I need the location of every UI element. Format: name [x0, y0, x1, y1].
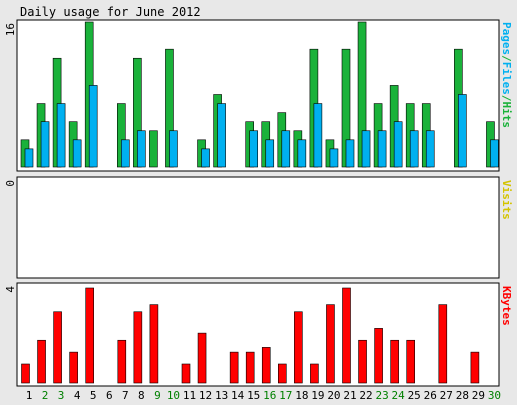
files-bar [345, 139, 355, 168]
files-bar [88, 85, 98, 168]
kbytes-bar [310, 363, 319, 384]
day-label: 3 [58, 389, 65, 402]
visits-ymax-label: 0 [4, 180, 17, 187]
axis-label-files: Files [500, 62, 513, 95]
kbytes-bar [470, 351, 480, 384]
files-bar [490, 139, 499, 168]
kbytes-bar [342, 287, 351, 384]
files-bar [217, 103, 226, 168]
files-bar [72, 139, 82, 168]
day-label: 11 [183, 389, 196, 402]
day-label: 25 [408, 389, 421, 402]
files-bar [329, 148, 339, 168]
files-bar [377, 130, 387, 168]
day-label: 23 [375, 389, 388, 402]
kbytes-bar [438, 304, 448, 384]
files-bar [425, 130, 435, 168]
day-label: 18 [295, 389, 308, 402]
kbytes-panel [16, 282, 500, 387]
kbytes-bar [53, 311, 62, 384]
files-bar [281, 130, 291, 168]
chart-title: Daily usage for June 2012 [20, 5, 201, 19]
day-label: 9 [154, 389, 161, 402]
day-label: 16 [263, 389, 276, 402]
files-bar [361, 130, 371, 168]
hits-bars [20, 21, 499, 168]
files-bar [137, 130, 146, 168]
kbytes-bar [277, 363, 287, 384]
day-label: 1 [26, 389, 33, 402]
day-label: 22 [359, 389, 372, 402]
files-bar [40, 121, 50, 168]
kbytes-bar [69, 351, 78, 384]
day-label: 10 [167, 389, 180, 402]
kbytes-bar [294, 311, 303, 384]
kbytes-bar [245, 351, 255, 384]
files-bar [169, 130, 178, 168]
day-label: 30 [488, 389, 501, 402]
kbytes-bars [21, 287, 480, 384]
kbytes-bar [374, 328, 383, 384]
day-label: 2 [42, 389, 49, 402]
axis-label-sep-1: / [500, 55, 513, 62]
day-label: 28 [456, 389, 469, 402]
day-label: 27 [440, 389, 453, 402]
files-bar [297, 139, 307, 168]
kbytes-bar [229, 351, 239, 384]
day-label: 12 [199, 389, 212, 402]
kbytes-bar [85, 287, 94, 384]
axis-label-hits: Hits [500, 102, 513, 129]
files-bar [458, 94, 467, 168]
files-bar [24, 148, 34, 168]
visits-panel [16, 176, 500, 279]
files-bar [265, 139, 275, 168]
day-label: 29 [472, 389, 485, 402]
kbytes-ymax-label: 4 [4, 286, 17, 293]
files-bar [121, 139, 130, 168]
day-label: 7 [122, 389, 129, 402]
axis-label-pages: Pages [500, 22, 513, 55]
kbytes-bar [390, 339, 399, 384]
day-label: 15 [247, 389, 260, 402]
kbytes-bar [117, 339, 127, 384]
kbytes-bar [181, 363, 191, 384]
visits-axis-label: Visits [500, 180, 513, 220]
kbytes-bar [149, 304, 159, 384]
day-label: 19 [311, 389, 324, 402]
day-label: 6 [106, 389, 113, 402]
day-label: 8 [138, 389, 145, 402]
kbytes-bar [326, 304, 335, 384]
day-label: 14 [231, 389, 245, 402]
files-bar [56, 103, 66, 168]
day-label: 21 [343, 389, 356, 402]
files-bar [201, 148, 210, 168]
kbytes-bar [358, 339, 367, 384]
files-bar [249, 130, 258, 168]
day-label: 5 [90, 389, 97, 402]
day-label: 4 [74, 389, 81, 402]
day-labels: 1 2 3 4 5 6 7 8 9 10 11 12 13 14 15 16 17 18 19 20 21 22 23 24 2… [26, 389, 501, 402]
day-label: 26 [424, 389, 437, 402]
hits-ymax-label: 16 [4, 23, 17, 36]
day-label: 20 [327, 389, 340, 402]
day-label: 24 [392, 389, 406, 402]
kbytes-axis-label: KBytes [500, 286, 513, 326]
day-label: 17 [279, 389, 292, 402]
files-bar [409, 130, 419, 168]
axis-label-sep-2: / [500, 95, 513, 102]
files-bar [393, 121, 403, 168]
kbytes-bar [197, 332, 207, 384]
hits-bar [149, 130, 158, 168]
kbytes-bar [261, 347, 271, 384]
day-label: 13 [215, 389, 228, 402]
hits-axis-label: Pages/Files/Hits [500, 22, 513, 128]
kbytes-bar [37, 339, 46, 384]
kbytes-bar [133, 311, 143, 384]
kbytes-bar [406, 339, 416, 384]
files-bar [313, 103, 323, 168]
kbytes-bar [21, 363, 30, 384]
